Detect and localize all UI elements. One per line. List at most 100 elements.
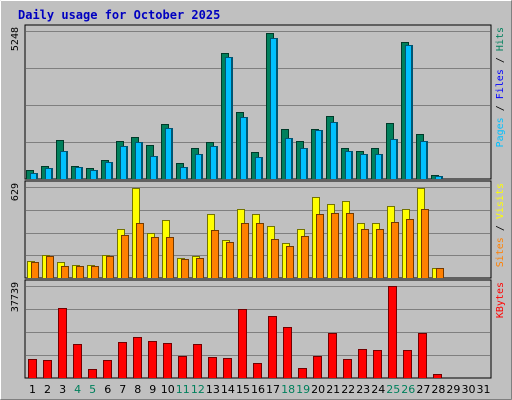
- bar-pages-day-18: [285, 138, 292, 179]
- x-tick-label-day-29: 29: [446, 383, 460, 396]
- bar-sites-day-21: [331, 213, 339, 278]
- x-tick-label-day-8: 8: [134, 383, 141, 396]
- bar-kbytes-day-28: [433, 374, 442, 378]
- x-tick-label-day-14: 14: [221, 383, 235, 396]
- bar-pages-day-5: [90, 170, 97, 179]
- bar-kbytes-day-7: [118, 342, 127, 378]
- right-axis-label-part: Pages: [495, 117, 506, 147]
- right-axis-label-part: Visits: [495, 183, 506, 219]
- bar-sites-day-27: [421, 209, 429, 278]
- bar-sites-day-11: [181, 259, 189, 278]
- right-axis-label-part: Sites: [495, 237, 506, 267]
- bar-sites-day-2: [46, 256, 54, 278]
- right-axis-label: Sites / Visits: [495, 183, 506, 267]
- bar-pages-day-28: [435, 176, 442, 179]
- panel-hits-files-pages: 5248 Pages / Files / Hits: [10, 24, 506, 180]
- x-tick-label-day-27: 27: [416, 383, 430, 396]
- x-tick-label-day-28: 28: [431, 383, 445, 396]
- series-pages: [30, 38, 442, 179]
- bar-sites-day-3: [61, 266, 69, 278]
- bar-kbytes-day-12: [193, 344, 202, 378]
- bar-kbytes-day-10: [163, 343, 172, 378]
- x-tick-label-day-17: 17: [266, 383, 280, 396]
- bar-sites-day-24: [376, 229, 384, 278]
- x-tick-label-day-12: 12: [191, 383, 205, 396]
- chart-title: Daily usage for October 2025: [18, 8, 220, 22]
- bar-pages-day-23: [360, 154, 367, 179]
- bar-kbytes-day-15: [238, 309, 247, 378]
- right-axis-label-part: KBytes: [495, 282, 506, 318]
- bar-pages-day-24: [375, 154, 382, 179]
- bar-pages-day-21: [330, 122, 337, 179]
- x-tick-label-day-21: 21: [326, 383, 340, 396]
- bar-kbytes-day-16: [253, 363, 262, 378]
- right-axis-label-part: /: [495, 99, 506, 117]
- bar-sites-day-19: [301, 236, 309, 278]
- x-tick-label-day-7: 7: [119, 383, 126, 396]
- bar-kbytes-day-13: [208, 357, 217, 378]
- x-tick-label-day-30: 30: [462, 383, 476, 396]
- bar-sites-day-7: [121, 235, 129, 278]
- bar-kbytes-day-25: [388, 286, 397, 378]
- bar-sites-day-1: [31, 262, 39, 278]
- bar-pages-day-4: [75, 167, 82, 179]
- right-axis-label: Pages / Files / Hits: [495, 27, 506, 147]
- bar-kbytes-day-17: [268, 316, 277, 378]
- y-max-label: 629: [10, 183, 21, 201]
- bar-pages-day-25: [390, 139, 397, 179]
- bar-pages-day-3: [60, 151, 67, 179]
- bar-kbytes-day-18: [283, 327, 292, 378]
- bar-kbytes-day-8: [133, 337, 142, 378]
- right-axis-label-part: /: [495, 219, 506, 237]
- x-tick-label-day-13: 13: [206, 383, 220, 396]
- bar-sites-day-9: [151, 237, 159, 278]
- bar-pages-day-6: [105, 162, 112, 179]
- right-axis-label: KBytes: [495, 282, 506, 318]
- bar-kbytes-day-2: [43, 360, 52, 378]
- right-axis-label-part: Hits: [495, 27, 506, 51]
- x-tick-label-day-24: 24: [371, 383, 385, 396]
- bar-pages-day-17: [270, 38, 277, 179]
- bar-pages-day-14: [225, 57, 232, 179]
- bar-kbytes-day-27: [418, 333, 427, 378]
- x-tick-label-day-5: 5: [89, 383, 96, 396]
- bar-kbytes-day-14: [223, 358, 232, 378]
- bar-kbytes-day-1: [28, 359, 37, 378]
- bar-pages-day-27: [420, 141, 427, 179]
- x-tick-label-day-18: 18: [281, 383, 295, 396]
- x-tick-label-day-6: 6: [104, 383, 111, 396]
- bar-sites-day-6: [106, 256, 114, 278]
- series-sites: [31, 209, 444, 278]
- bar-pages-day-26: [405, 45, 412, 179]
- bar-pages-day-12: [195, 154, 202, 179]
- bar-sites-day-26: [406, 219, 414, 278]
- bar-kbytes-day-5: [88, 369, 97, 378]
- bar-pages-day-9: [150, 156, 157, 179]
- bar-pages-day-1: [30, 173, 37, 179]
- y-max-label: 5248: [10, 27, 21, 51]
- bar-pages-day-19: [300, 148, 307, 179]
- bar-pages-day-8: [135, 142, 142, 179]
- bar-pages-day-7: [120, 146, 127, 179]
- x-tick-label-day-4: 4: [74, 383, 81, 396]
- bar-sites-day-18: [286, 246, 294, 278]
- x-tick-label-day-23: 23: [356, 383, 370, 396]
- bar-kbytes-day-20: [313, 356, 322, 378]
- bar-sites-day-22: [346, 213, 354, 278]
- x-tick-label-day-31: 31: [477, 383, 491, 396]
- bar-sites-day-10: [166, 237, 174, 278]
- bar-sites-day-12: [196, 258, 204, 278]
- bar-kbytes-day-26: [403, 350, 412, 378]
- x-tick-label-day-3: 3: [59, 383, 66, 396]
- bar-pages-day-22: [345, 151, 352, 179]
- x-tick-label-day-26: 26: [401, 383, 415, 396]
- bar-pages-day-10: [165, 128, 172, 179]
- bar-kbytes-day-4: [73, 344, 82, 378]
- x-tick-label-day-20: 20: [311, 383, 325, 396]
- bar-kbytes-day-11: [178, 356, 187, 378]
- panel-frame: [24, 279, 492, 379]
- series-kbytes: [28, 286, 442, 378]
- bar-sites-day-13: [211, 230, 219, 278]
- right-axis-label-part: Files: [495, 69, 506, 99]
- bar-kbytes-day-19: [298, 368, 307, 378]
